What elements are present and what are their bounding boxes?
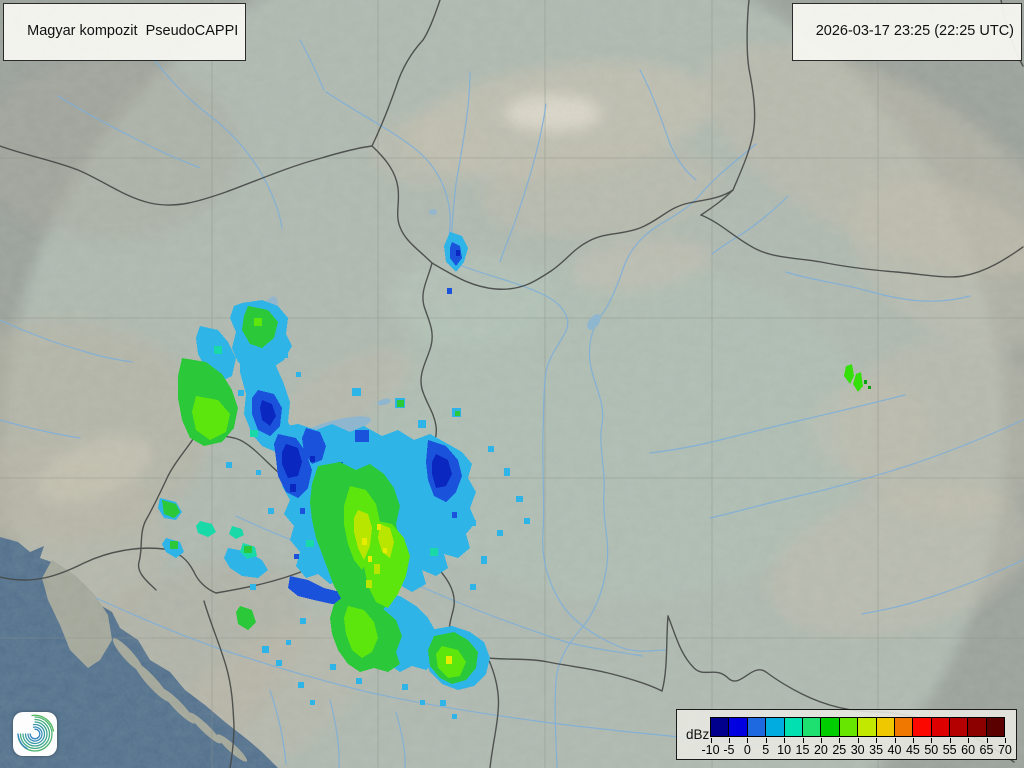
legend-tick-label: -5	[723, 743, 735, 757]
legend-color-cell	[747, 718, 766, 736]
legend-unit-label: dBz	[686, 727, 710, 742]
radar-echoes	[158, 232, 871, 719]
legend-color-cell	[839, 718, 858, 736]
legend-tick	[728, 738, 730, 743]
legend-color-bar	[710, 717, 1006, 737]
legend-tick-label: 15	[795, 743, 810, 757]
legend-color-cell	[711, 718, 729, 736]
legend-tick-label: 45	[905, 743, 920, 757]
legend-color-cell	[894, 718, 913, 736]
timestamp-text: 2026-03-17 23:25 (22:25 UTC)	[815, 23, 1014, 39]
legend-color-cell	[802, 718, 821, 736]
legend-color-cell	[931, 718, 950, 736]
legend-tick	[912, 738, 914, 743]
river-danube	[325, 91, 667, 652]
dbz-legend: dBz -10 -5 0 5 10 15 20 25 30 35 40 45 50 55 60 65 70	[676, 709, 1017, 760]
legend-tick-label: 65	[979, 743, 994, 757]
legend-tick-label: 55	[942, 743, 957, 757]
legend-tick-label: 25	[832, 743, 847, 757]
river-sava	[95, 597, 759, 746]
product-label-box: Magyar kompozit PseudoCAPPI	[3, 3, 247, 61]
hungaromet-logo	[13, 712, 57, 756]
river-tisza	[554, 143, 757, 768]
legend-color-cell	[968, 718, 986, 736]
legend-tick-label: 5	[762, 743, 770, 757]
legend-tick-label: 70	[997, 743, 1012, 757]
legend-tick-label: 60	[961, 743, 976, 757]
legend-tick	[710, 738, 712, 743]
legend-color-cell	[858, 718, 876, 736]
legend-tick-label: 30	[850, 743, 865, 757]
legend-tick	[986, 738, 988, 743]
legend-color-cell	[950, 718, 968, 736]
legend-color-cell	[784, 718, 802, 736]
legend-tick	[802, 738, 804, 743]
legend-tick	[894, 738, 896, 743]
legend-tick	[968, 738, 970, 743]
echo-yellow-green-layer	[354, 510, 394, 588]
legend-color-cell	[913, 718, 931, 736]
legend-tick-label: 10	[777, 743, 792, 757]
legend-tick	[747, 738, 749, 743]
legend-tick	[931, 738, 933, 743]
lake-tisza	[587, 314, 601, 330]
legend-tick-label: 20	[813, 743, 828, 757]
legend-tick-label: 50	[924, 743, 939, 757]
legend-tick	[949, 738, 951, 743]
legend-color-cell	[729, 718, 747, 736]
legend-tick-label: 0	[743, 743, 751, 757]
hungaromet-spiral-icon	[17, 714, 55, 752]
legend-tick	[784, 738, 786, 743]
product-label-text: Magyar kompozit PseudoCAPPI	[27, 23, 239, 39]
legend-color-cell	[766, 718, 784, 736]
legend-tick-label: 40	[887, 743, 902, 757]
legend-tick-label: 35	[869, 743, 884, 757]
legend-tick	[820, 738, 822, 743]
legend-tick-label: -10	[701, 743, 720, 757]
legend-color-cell	[876, 718, 894, 736]
echo-yellow-layer	[362, 524, 452, 664]
legend-color-cell	[986, 718, 1005, 736]
legend-tick	[857, 738, 859, 743]
legend-tick	[876, 738, 878, 743]
echo-deep-blue-layer	[260, 250, 460, 492]
legend-tick	[839, 738, 841, 743]
lake-velence	[377, 398, 391, 406]
legend-tick	[1004, 738, 1006, 743]
legend-color-cell	[821, 718, 839, 736]
timestamp-box: 2026-03-17 23:25 (22:25 UTC)	[791, 3, 1022, 61]
legend-tick	[765, 738, 767, 743]
